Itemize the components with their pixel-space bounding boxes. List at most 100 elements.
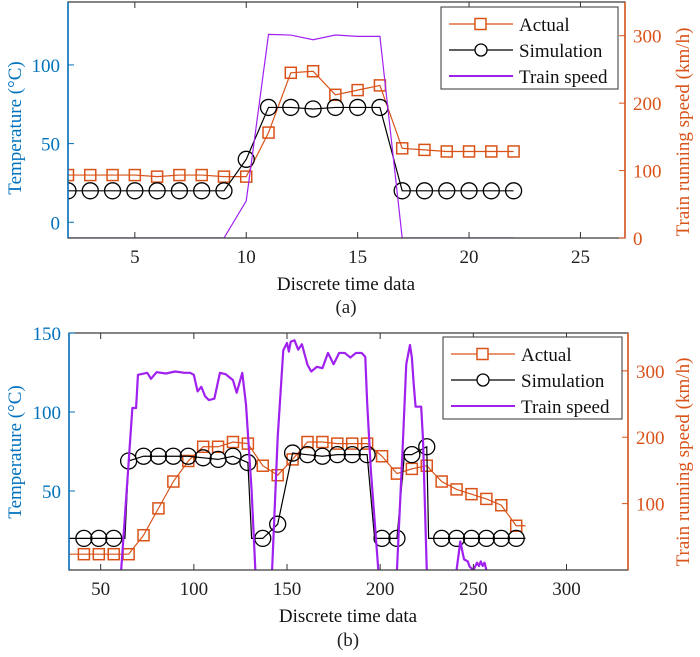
actual-marker: [239, 170, 253, 183]
simulation-marker: [81, 182, 99, 200]
simulation-marker: [149, 447, 168, 465]
train-speed-line: [120, 370, 257, 570]
actual-marker: [284, 66, 298, 80]
actual-marker: [507, 145, 520, 158]
simulation-marker: [482, 182, 500, 200]
y-axis-left-title-b: Temperature (°C): [5, 385, 26, 518]
legend-simulation-label: Simulation: [519, 41, 603, 62]
ticks-b: 50 100 150 200 250 300 50 100 150 100 200 300: [33, 324, 665, 600]
simulation-marker: [224, 447, 242, 465]
y-left-tick-label: 100: [33, 403, 62, 424]
simulation-marker: [134, 447, 153, 465]
actual-marker: [211, 440, 225, 454]
simulation-marker: [418, 438, 436, 456]
panel-a: 5 10 15 20 25 0 50 100 0 100 200 300 Discrete time …: [5, 1, 694, 318]
actual-marker: [152, 502, 165, 515]
y-axis-right-title-a: Train running speed (km/h): [673, 28, 694, 237]
simulation-marker: [438, 182, 456, 200]
actual-marker: [395, 142, 409, 155]
actual-marker: [84, 168, 97, 182]
legend-actual-label: Actual: [521, 345, 572, 366]
simulation-marker: [194, 449, 212, 467]
ticks-a: 5 10 15 20 25 0 50 100 0 100 200 300: [32, 2, 662, 268]
simulation-marker: [126, 182, 144, 200]
panel-caption-b: (b): [337, 630, 359, 651]
simulation-marker: [170, 182, 189, 200]
legend-a: Actual Simulation Train speed: [440, 6, 619, 90]
simulation-marker: [304, 100, 322, 118]
simulation-marker: [373, 529, 391, 548]
simulation-line: [68, 106, 514, 192]
simulation-marker: [75, 529, 93, 548]
y-left-tick-label: 0: [51, 213, 61, 234]
actual-marker: [68, 168, 75, 182]
actual-line: [68, 70, 514, 178]
simulation-marker: [193, 182, 211, 200]
y-right-tick-label: 200: [636, 428, 665, 449]
plot-marks-a: [68, 33, 523, 238]
actual-marker: [195, 168, 208, 182]
actual-marker: [375, 449, 389, 463]
actual-marker: [329, 88, 342, 102]
actual-marker: [271, 468, 284, 482]
x-tick-label: 150: [273, 579, 302, 600]
simulation-marker: [105, 529, 123, 548]
simulation-marker: [477, 529, 496, 548]
train-speed-line: [271, 339, 380, 570]
simulation-marker: [415, 182, 434, 200]
x-tick-label: 10: [237, 247, 256, 268]
series-group: [69, 339, 526, 570]
simulation-marker: [343, 446, 361, 464]
y-right-tick-label: 100: [633, 162, 662, 183]
actual-marker: [92, 547, 106, 561]
x-tick-label: 15: [348, 247, 367, 268]
y-right-tick-label: 0: [633, 229, 643, 250]
actual-marker: [360, 437, 374, 450]
actual-marker: [351, 83, 364, 97]
x-tick-label: 50: [91, 579, 110, 600]
actual-marker: [418, 143, 431, 157]
actual-marker: [465, 487, 478, 501]
actual-marker: [440, 145, 454, 158]
simulation-marker: [164, 447, 182, 465]
x-tick-label: 250: [459, 579, 488, 600]
simulation-marker: [328, 446, 346, 464]
y-axis-left-title-a: Temperature (°C): [5, 61, 26, 194]
simulation-marker: [433, 529, 451, 548]
train-speed-line: [455, 540, 488, 570]
actual-marker: [77, 547, 91, 561]
actual-marker: [480, 492, 493, 506]
train-speed-line: [68, 33, 514, 238]
actual-marker: [226, 435, 240, 449]
actual-marker: [217, 170, 231, 183]
x-tick-label: 100: [180, 579, 209, 600]
actual-marker: [301, 435, 314, 449]
simulation-marker: [239, 453, 257, 472]
simulation-line: [69, 445, 526, 540]
y-left-tick-label: 150: [33, 324, 62, 345]
simulation-marker: [393, 182, 411, 200]
series-group: [68, 33, 523, 238]
actual-marker: [196, 440, 210, 454]
simulation-marker: [462, 529, 481, 548]
simulation-marker: [269, 515, 287, 533]
actual-marker: [137, 528, 150, 542]
actual-marker: [128, 168, 142, 182]
train-speed-line: [395, 343, 428, 570]
actual-marker: [345, 437, 359, 450]
x-tick-label: 20: [460, 247, 479, 268]
x-axis-title-b: Discrete time data: [279, 606, 418, 627]
y-right-tick-label: 300: [633, 27, 662, 48]
simulation-marker: [447, 529, 466, 548]
simulation-marker: [283, 444, 302, 462]
simulation-marker: [460, 182, 478, 200]
actual-marker: [173, 168, 186, 182]
y-right-tick-label: 200: [633, 94, 662, 115]
actual-marker: [167, 475, 180, 488]
simulation-marker: [313, 447, 332, 465]
simulation-marker: [504, 182, 523, 200]
actual-marker: [306, 64, 320, 78]
actual-marker: [485, 145, 498, 158]
actual-marker: [256, 459, 270, 472]
